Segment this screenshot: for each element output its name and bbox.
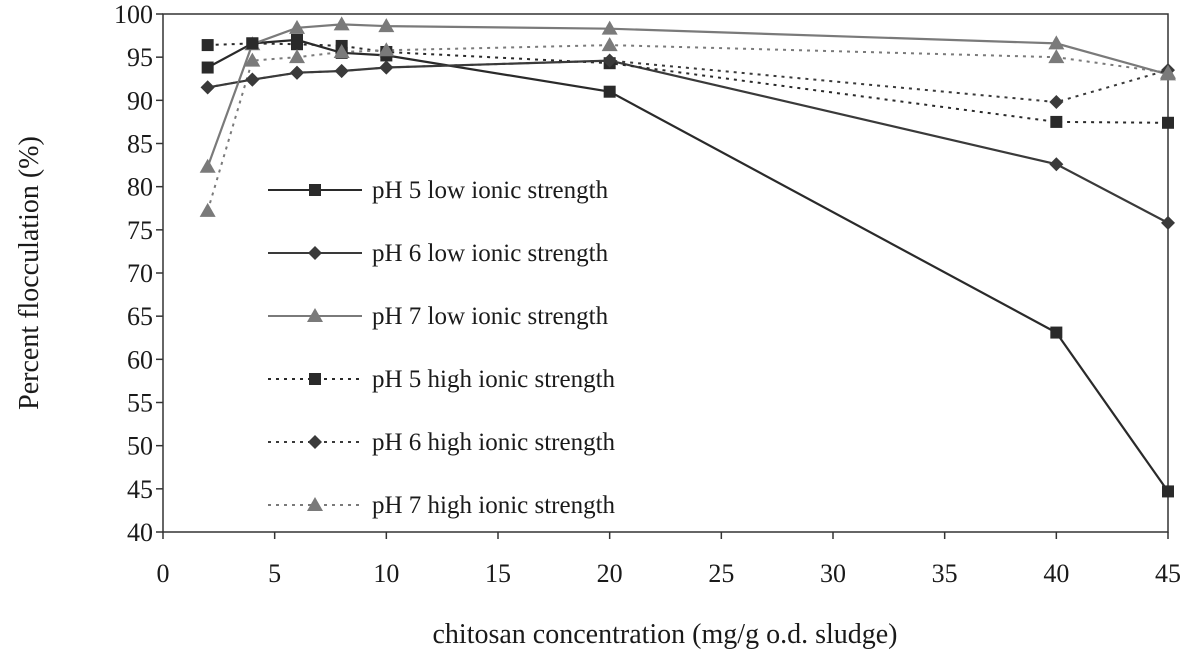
data-point xyxy=(1162,485,1174,498)
y-tick-label: 60 xyxy=(127,345,153,374)
x-tick-label: 20 xyxy=(597,559,623,588)
data-point xyxy=(1162,116,1174,129)
x-tick-label: 45 xyxy=(1155,559,1181,588)
data-point xyxy=(1161,215,1175,230)
legend-swatch-marker xyxy=(309,373,321,385)
legend-label: pH 6 high ionic strength xyxy=(372,429,616,456)
data-point xyxy=(200,80,215,95)
legend-label: pH 5 low ionic strength xyxy=(372,177,609,204)
data-point xyxy=(378,18,395,33)
series-line-3 xyxy=(206,23,1169,168)
legend-label: pH 7 high ionic strength xyxy=(372,492,616,519)
x-tick-label: 40 xyxy=(1043,559,1069,588)
y-tick-label: 65 xyxy=(127,302,153,331)
data-point xyxy=(199,158,216,173)
series-markers xyxy=(199,16,1176,498)
y-tick-label: 50 xyxy=(127,432,153,461)
y-tick-label: 95 xyxy=(127,43,153,72)
x-tick-label: 30 xyxy=(820,559,846,588)
data-point xyxy=(334,63,349,78)
x-tick-label: 0 xyxy=(157,559,170,588)
y-tick-label: 55 xyxy=(127,389,153,418)
data-point xyxy=(1049,95,1064,110)
data-point xyxy=(289,49,305,64)
data-point xyxy=(378,42,395,57)
series-line-4 xyxy=(207,42,1169,124)
x-tick-label: 15 xyxy=(485,559,511,588)
legend: pH 5 low ionic strength pH 6 low ionic st… xyxy=(268,177,616,519)
series-line-1 xyxy=(207,38,1169,493)
x-tick-label: 5 xyxy=(268,559,281,588)
data-point xyxy=(379,60,394,75)
y-tick-label: 90 xyxy=(127,86,153,115)
data-point xyxy=(601,37,618,52)
data-point xyxy=(201,39,214,52)
data-point xyxy=(244,52,261,67)
y-tick-label: 45 xyxy=(127,475,153,504)
data-point xyxy=(289,19,305,34)
legend-swatch-marker xyxy=(307,308,323,322)
data-point xyxy=(1050,115,1063,128)
legend-swatch-marker xyxy=(307,497,323,511)
data-point xyxy=(333,16,350,31)
series-line-5 xyxy=(207,59,1169,104)
legend-label: pH 6 low ionic strength xyxy=(372,240,609,267)
legend-label: pH 5 high ionic strength xyxy=(372,366,616,393)
y-tick-label: 75 xyxy=(127,216,153,245)
data-point xyxy=(291,38,303,51)
y-tick-label: 85 xyxy=(127,130,153,159)
y-tick-label: 80 xyxy=(127,173,153,202)
data-point xyxy=(333,43,350,58)
x-tick-label: 35 xyxy=(932,559,958,588)
legend-swatch-marker xyxy=(309,184,321,196)
series-line-2 xyxy=(207,59,1169,224)
data-point xyxy=(1048,35,1065,50)
plot-area xyxy=(162,13,1169,533)
data-point xyxy=(199,202,216,217)
y-tick-label: 100 xyxy=(114,0,153,29)
data-point xyxy=(1160,64,1176,79)
x-axis-ticks: 0 5 10 15 20 25 30 35 40 45 xyxy=(157,532,1181,588)
legend-label: pH 7 low ionic strength xyxy=(372,303,609,330)
data-point xyxy=(602,53,617,68)
y-tick-label: 70 xyxy=(127,259,153,288)
x-tick-label: 25 xyxy=(708,559,734,588)
data-point xyxy=(1050,326,1063,339)
y-axis-ticks: 40 45 50 55 60 65 70 75 80 85 90 95 100 xyxy=(114,0,163,547)
y-axis-title: Percent flocculation (%) xyxy=(14,136,45,410)
data-point xyxy=(1049,157,1064,172)
data-point xyxy=(290,65,304,80)
data-point xyxy=(1048,49,1065,64)
y-tick-label: 40 xyxy=(127,518,153,547)
x-tick-label: 10 xyxy=(373,559,399,588)
data-point xyxy=(245,72,260,87)
x-axis-title: chitosan concentration (mg/g o.d. sludge… xyxy=(433,619,898,650)
data-point xyxy=(601,20,618,35)
series-lines xyxy=(206,23,1169,493)
data-point xyxy=(246,37,259,50)
data-point xyxy=(603,85,616,98)
legend-swatch-marker xyxy=(308,435,322,449)
data-point xyxy=(201,61,214,74)
legend-swatch-marker xyxy=(308,246,322,260)
